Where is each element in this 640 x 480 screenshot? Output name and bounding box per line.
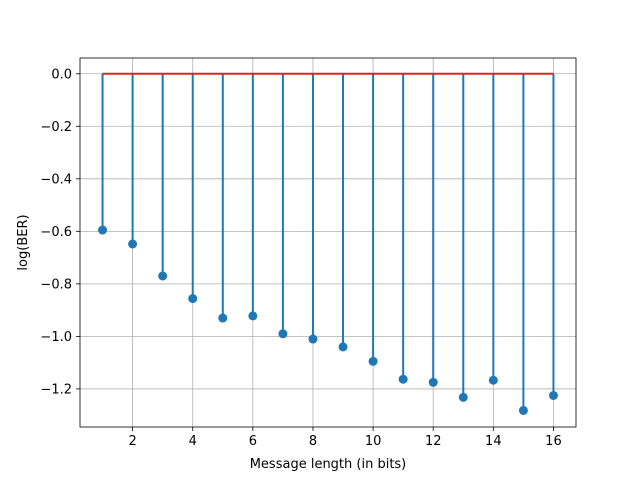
stem-marker bbox=[278, 329, 288, 339]
y-tick-label: −0.8 bbox=[40, 277, 72, 292]
stem-marker bbox=[368, 356, 378, 366]
stem-marker bbox=[548, 390, 558, 400]
x-tick-label: 10 bbox=[365, 434, 382, 449]
grid-lines bbox=[80, 58, 576, 427]
stem-marker bbox=[158, 271, 168, 281]
stem-marker bbox=[248, 311, 258, 321]
x-tick-label: 12 bbox=[425, 434, 442, 449]
stem-marker bbox=[98, 225, 108, 235]
y-axis-label: log(BER) bbox=[16, 214, 31, 270]
stem-marker bbox=[518, 405, 528, 415]
stem-lines bbox=[101, 73, 555, 411]
stem-markers bbox=[98, 225, 558, 415]
y-tick-label: −0.4 bbox=[40, 172, 72, 187]
y-axis-ticks: 0.0 −0.2 −0.4 −0.6 −0.8 −1.0 −1.2 bbox=[40, 67, 80, 397]
plot-frame bbox=[79, 57, 577, 428]
x-tick-label: 4 bbox=[189, 434, 197, 449]
x-tick-label: 6 bbox=[249, 434, 257, 449]
x-tick-label: 16 bbox=[545, 434, 562, 449]
stem-marker bbox=[398, 374, 408, 384]
x-axis-label: Message length (in bits) bbox=[250, 457, 407, 472]
stem-marker bbox=[188, 294, 198, 304]
y-tick-label: −1.2 bbox=[40, 382, 72, 397]
y-tick-label: −0.2 bbox=[40, 120, 72, 135]
y-tick-label: 0.0 bbox=[51, 67, 72, 82]
y-tick-label: −0.6 bbox=[40, 225, 72, 240]
stem-marker bbox=[338, 342, 348, 352]
x-tick-label: 8 bbox=[309, 434, 317, 449]
stem-marker bbox=[458, 392, 468, 402]
x-tick-label: 2 bbox=[128, 434, 136, 449]
stem-marker bbox=[428, 377, 438, 387]
stem-marker bbox=[308, 334, 318, 344]
stem-marker bbox=[488, 375, 498, 385]
y-tick-label: −1.0 bbox=[40, 330, 72, 345]
stem-marker bbox=[128, 239, 138, 249]
x-tick-label: 14 bbox=[485, 434, 502, 449]
x-axis-ticks: 2 4 6 8 10 12 14 16 bbox=[128, 427, 562, 449]
stem-marker bbox=[218, 313, 228, 323]
